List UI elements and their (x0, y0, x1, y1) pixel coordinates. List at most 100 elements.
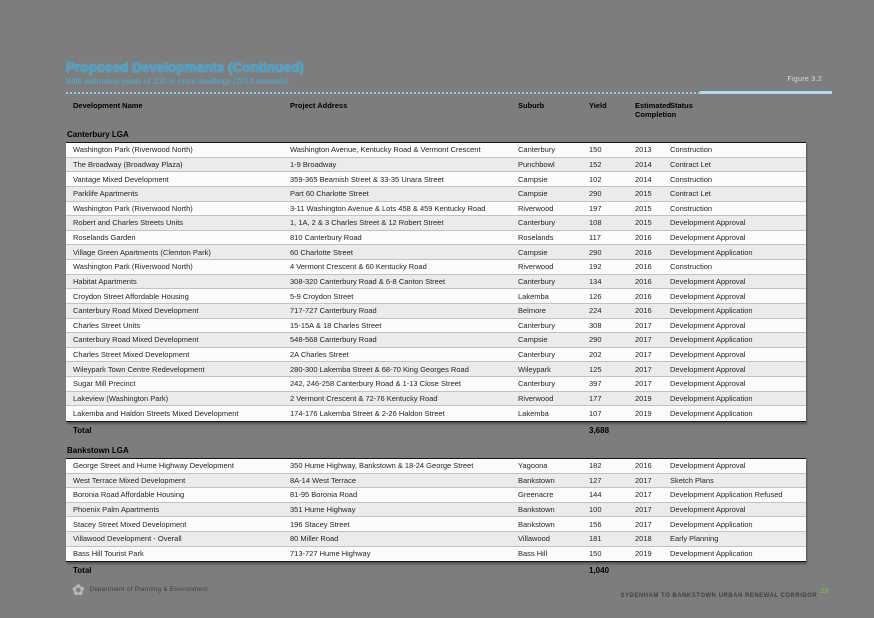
cell-status: Development Application (670, 519, 753, 529)
cell-name: Charles Street Units (73, 320, 141, 330)
cell-yield: 100 (589, 505, 602, 515)
cell-yield: 144 (589, 490, 602, 500)
cell-completion: 2017 (635, 335, 652, 345)
cell-completion: 2017 (635, 490, 652, 500)
table-row: Charles Street Mixed Development 2A Charl… (66, 347, 806, 363)
cell-address: 351 Hume Highway (290, 505, 356, 515)
footer-left: ✿ Department of Planning & Environment (72, 583, 208, 598)
cell-name: Villawood Development - Overall (73, 534, 182, 544)
cell-name: Wileypark Town Centre Redevelopment (73, 364, 205, 374)
cell-name: Lakeview (Washington Park) (73, 393, 169, 403)
cell-completion: 2017 (635, 519, 652, 529)
footer-right-text: SYDENHAM TO BANKSTOWN URBAN RENEWAL CORR… (620, 593, 818, 599)
cell-yield: 108 (589, 218, 602, 228)
cell-name: Robert and Charles Streets Units (73, 218, 184, 228)
table-row: Canterbury Road Mixed Development 548-568… (66, 333, 806, 348)
cell-address: 2 Vermont Crescent & 72-76 Kentucky Road (290, 393, 438, 403)
section-body: George Street and Hume Highway Developme… (66, 457, 806, 563)
cell-status: Development Approval (670, 461, 746, 471)
cell-completion: 2017 (635, 379, 652, 389)
cell-status: Development Approval (670, 505, 746, 515)
cell-suburb: Riverwood (518, 393, 554, 403)
cell-yield: 107 (589, 409, 602, 419)
cell-address: 8A-14 West Terrace (290, 475, 357, 485)
cell-yield: 117 (589, 233, 601, 243)
table-row: Robert and Charles Streets Units 1, 1A, 2… (66, 216, 806, 231)
cell-name: Washington Park (Riverwood North) (73, 262, 193, 272)
table-row: Washington Park (Riverwood North) 4 Vermo… (66, 260, 806, 275)
section-header: Canterbury LGA (67, 130, 129, 139)
cell-completion: 2019 (635, 409, 652, 419)
table-row: Villawood Development - Overall 80 Miller… (66, 532, 806, 547)
cell-address: 196 Stacey Street (290, 519, 350, 529)
accent-rule (700, 91, 832, 94)
cell-status: Development Application (670, 409, 753, 419)
cell-suburb: Campsie (518, 247, 548, 257)
cell-completion: 2017 (635, 475, 652, 485)
cell-suburb: Roselands (518, 233, 554, 243)
cell-address: 4 Vermont Crescent & 60 Kentucky Road (290, 262, 427, 272)
cell-suburb: Belmore (518, 306, 546, 316)
cell-completion: 2019 (635, 393, 652, 403)
table-row: George Street and Hume Highway Developme… (66, 458, 806, 474)
column-header: Status (670, 101, 693, 110)
section-header: Bankstown LGA (67, 445, 129, 455)
cell-name: Stacey Street Mixed Development (73, 519, 187, 529)
cell-address: 174-176 Lakemba Street & 2-26 Haldon Str… (290, 409, 445, 419)
cell-address: 350 Hume Highway, Bankstown & 18-24 Geor… (290, 461, 474, 471)
cell-status: Development Application (670, 306, 753, 316)
table-row: Village Green Apartments (Clemton Park) 6… (66, 245, 806, 260)
cell-address: 280-300 Lakemba Street & 68-70 King Geor… (290, 364, 469, 374)
cell-address: 60 Charlotte Street (290, 247, 353, 257)
cell-name: Croydon Street Affordable Housing (73, 291, 189, 301)
cell-completion: 2016 (635, 461, 652, 471)
table-row: Habitat Apartments 308-320 Canterbury Roa… (66, 274, 806, 290)
cell-suburb: Riverwood (518, 203, 554, 213)
waratah-logo-icon: ✿ (72, 582, 85, 599)
cell-yield: 181 (589, 534, 602, 544)
cell-status: Development Approval (670, 291, 746, 301)
cell-address: Washington Avenue, Kentucky Road & Vermo… (290, 145, 481, 155)
cell-address: 1, 1A, 2 & 3 Charles Street & 12 Robert … (290, 218, 444, 228)
cell-yield: 224 (589, 306, 602, 316)
cell-status: Early Planning (670, 534, 719, 544)
cell-status: Development Approval (670, 379, 746, 389)
cell-name: Canterbury Road Mixed Development (73, 306, 199, 316)
cell-completion: 2017 (635, 320, 652, 330)
cell-yield: 192 (589, 262, 602, 272)
cell-address: 810 Canterbury Road (290, 233, 362, 243)
cell-name: Habitat Apartments (73, 276, 137, 286)
cell-address: 80 Miller Road (290, 534, 339, 544)
cell-yield: 290 (589, 247, 602, 257)
cell-completion: 2014 (635, 159, 652, 169)
cell-status: Development Application (670, 393, 753, 403)
cell-status: Development Application (670, 549, 753, 559)
cell-address: 713-727 Hume Highway (290, 549, 371, 559)
cell-suburb: Punchbowl (518, 159, 555, 169)
cell-name: The Broadway (Broadway Plaza) (73, 159, 183, 169)
table-row: Parklife Apartments Part 60 Charlotte Str… (66, 186, 806, 202)
cell-completion: 2019 (635, 549, 652, 559)
page-title: Proposed Developments (Continued) (66, 60, 304, 75)
cell-address: 1-9 Broadway (290, 159, 337, 169)
cell-address: 81-95 Boronia Road (290, 490, 358, 500)
cell-suburb: Canterbury (518, 145, 556, 155)
cell-status: Contract Let (670, 159, 711, 169)
cell-yield: 290 (589, 189, 602, 199)
cell-completion: 2016 (635, 306, 652, 316)
cell-suburb: Canterbury (518, 276, 556, 286)
table-row: Boronia Road Affordable Housing 81-95 Bor… (66, 488, 806, 503)
cell-suburb: Bass Hill (518, 549, 548, 559)
cell-suburb: Bankstown (518, 475, 555, 485)
cell-yield: 102 (589, 174, 602, 184)
cell-name: Parklife Apartments (73, 189, 139, 199)
cell-status: Development Approval (670, 364, 746, 374)
cell-status: Sketch Plans (670, 475, 714, 485)
cell-status: Contract Let (670, 189, 711, 199)
cell-name: George Street and Hume Highway Developme… (73, 461, 234, 471)
total-value: 3,688 (589, 425, 610, 435)
cell-yield: 127 (589, 475, 602, 485)
section-body: Washington Park (Riverwood North) Washing… (66, 142, 806, 422)
total-row: Total 3,688 (66, 422, 806, 439)
cell-name: Bass Hill Tourist Park (73, 549, 144, 559)
